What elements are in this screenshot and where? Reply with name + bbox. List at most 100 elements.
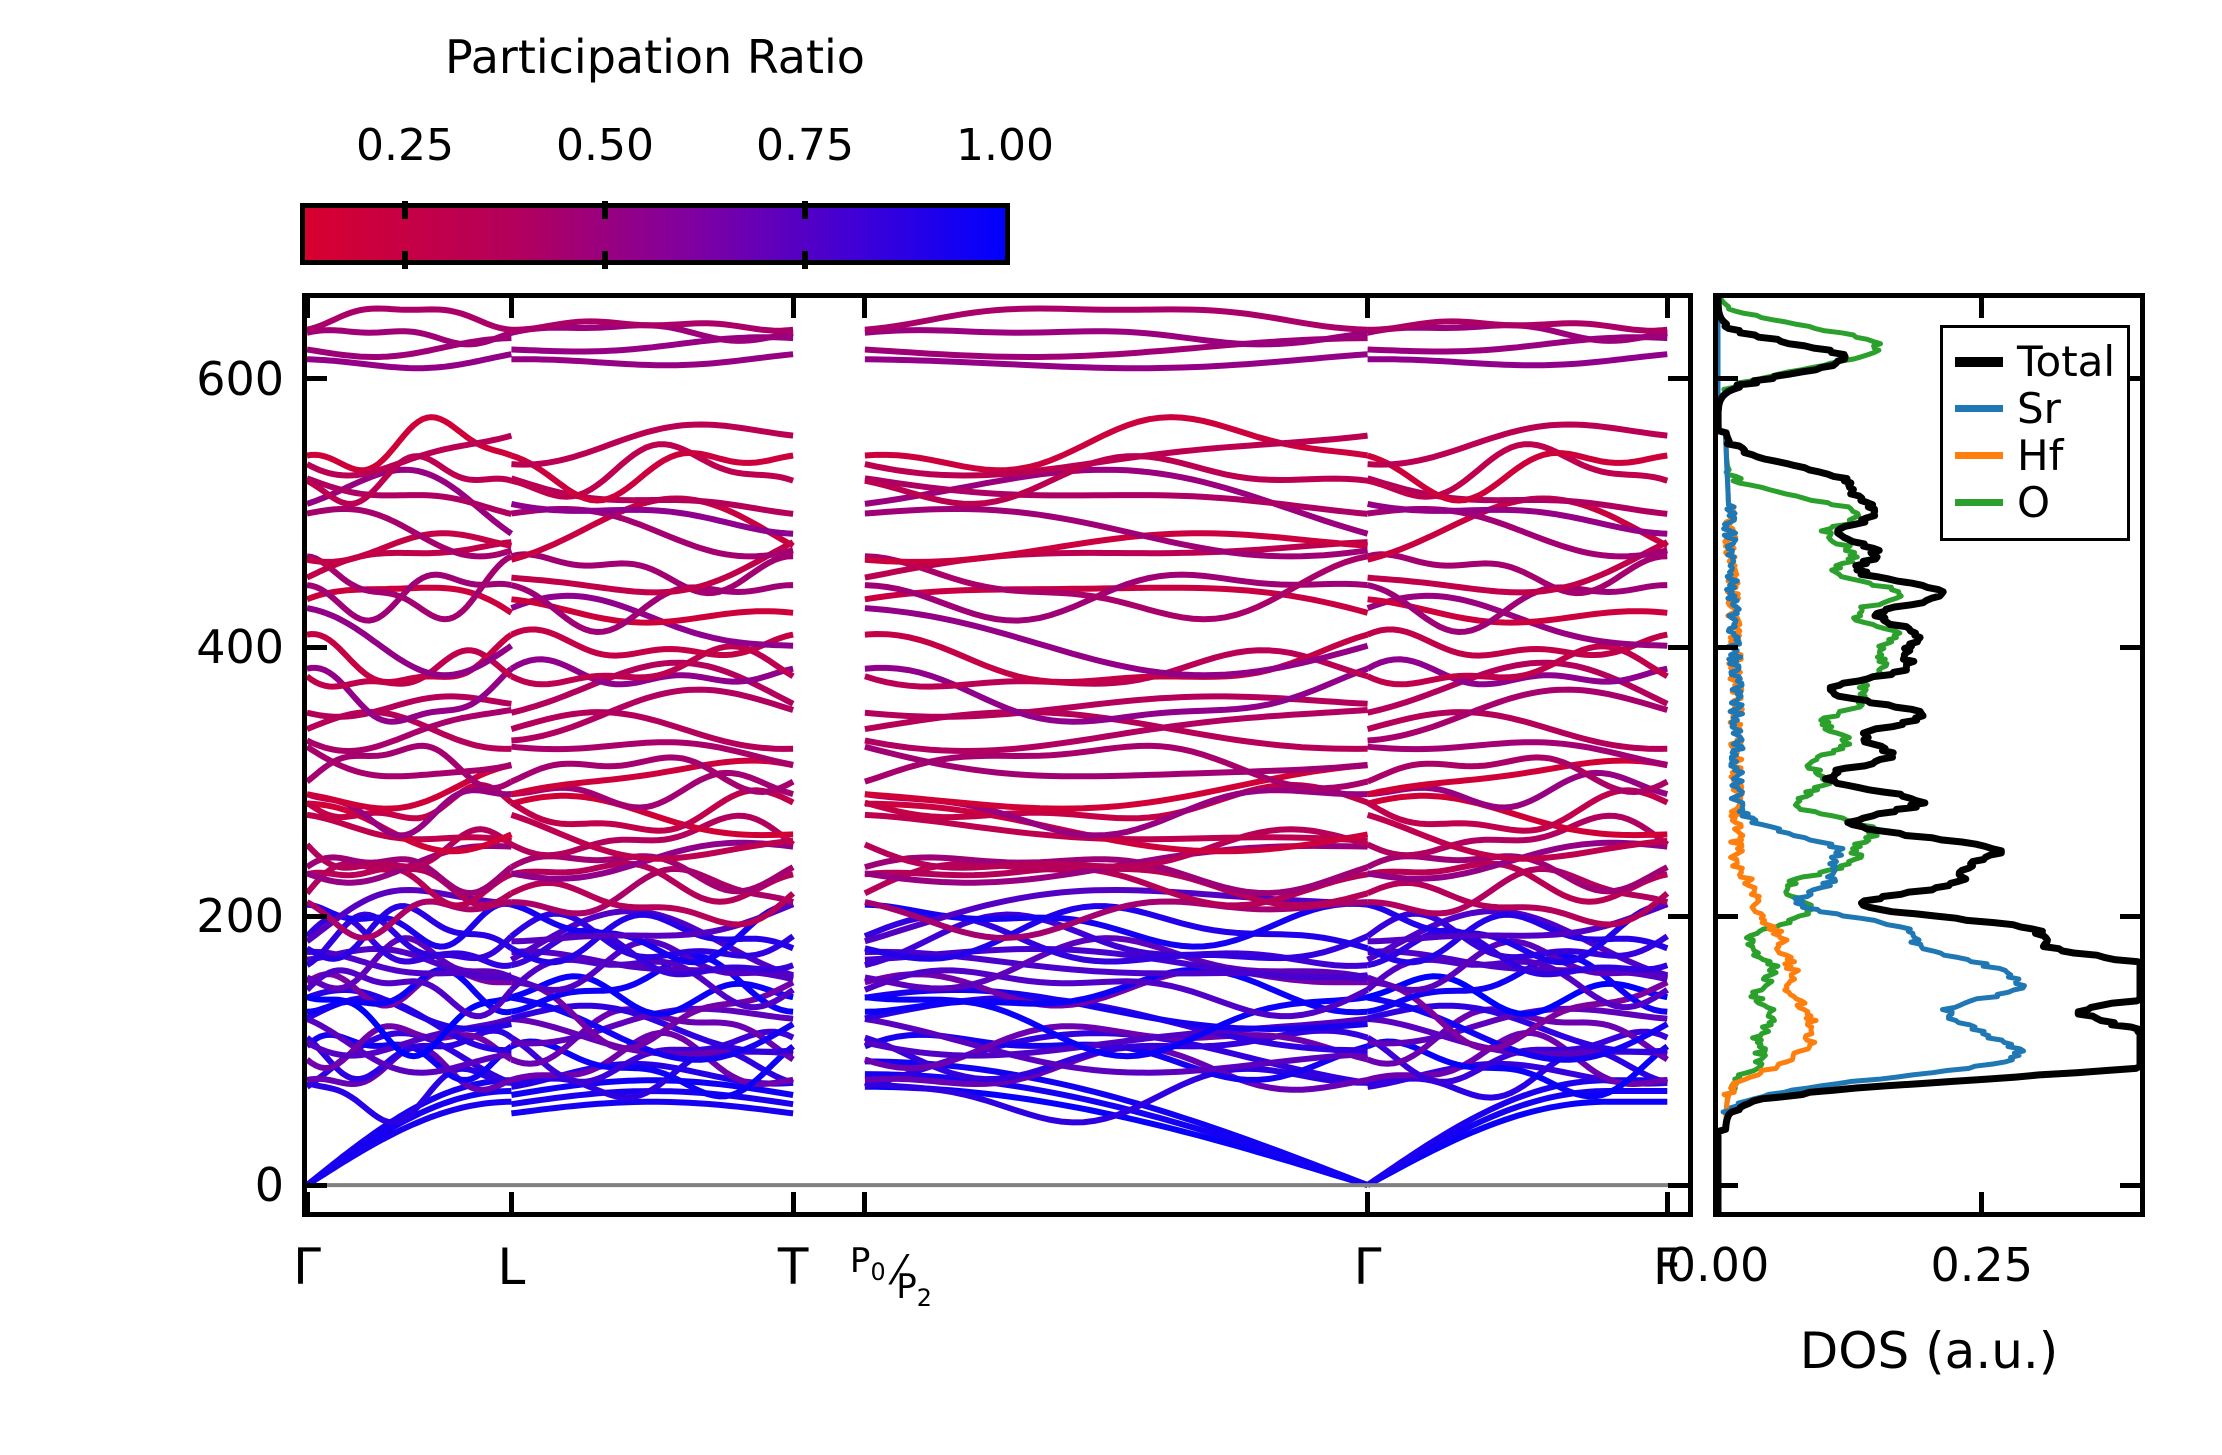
legend-label: Total (2017, 336, 2116, 386)
phonon-band-curve (307, 1016, 512, 1076)
phonon-band-curve (511, 351, 794, 369)
dos-svg (1718, 298, 2140, 1212)
colorbar-tick (402, 251, 408, 269)
phonon-band-curve (864, 1071, 1369, 1188)
phonon-band-curve (1366, 792, 1668, 839)
phonon-band-curve (1365, 1077, 1668, 1188)
phonon-band-curve (307, 647, 514, 690)
legend-item-hf: Hf (1955, 432, 2115, 479)
phonon-band-curve (864, 854, 1369, 897)
band-y-tick (1668, 913, 1688, 919)
band-x-tick (304, 1192, 310, 1212)
phonon-band-curve (1366, 659, 1669, 716)
phonon-band-curve (864, 351, 1368, 372)
phonon-band-curve (863, 826, 1369, 871)
dos-x-tick (1979, 298, 1985, 318)
colorbar-tick (602, 201, 608, 219)
phonon-band-curve (863, 742, 1369, 792)
phonon-band-curve (511, 686, 794, 744)
band-y-tick (307, 1182, 327, 1188)
phonon-band-curve (510, 659, 795, 716)
phonon-band-curve (1366, 441, 1669, 500)
phonon-band-curve (510, 441, 795, 500)
phonon-band-curve (864, 571, 1368, 624)
phonon-band-curve (1367, 351, 1668, 369)
phonon-band-curve (510, 582, 794, 636)
phonon-band-curve (307, 742, 513, 792)
phonon-band-curve (510, 475, 794, 517)
phonon-band-curve (511, 506, 794, 560)
phonon-band-curve (307, 327, 513, 348)
band-x-tick (790, 1192, 796, 1212)
dos-y-tick (2120, 913, 2140, 919)
dos-curves-area (1718, 298, 2140, 1212)
band-x-tick (1365, 298, 1371, 318)
phonon-band-curve (307, 530, 512, 565)
dos-x-tick-label: 0.25 (1930, 1238, 2033, 1292)
phonon-band-curve (864, 1058, 1369, 1188)
phonon-band-curve (510, 812, 794, 862)
colorbar-tick-label: 0.75 (756, 120, 854, 171)
phonon-band-curve (864, 743, 1368, 780)
phonon-band-curve (307, 630, 514, 686)
phonon-band-curve (1366, 860, 1668, 905)
phonon-band-curve (307, 945, 512, 981)
phonon-band-curve (510, 449, 794, 504)
phonon-band-curve (864, 475, 1368, 517)
phonon-band-curve (510, 911, 795, 966)
phonon-band-curve (307, 305, 512, 333)
phonon-band-curve (511, 739, 794, 768)
phonon-band-curve (1367, 953, 1668, 1015)
phonon-band-curve (307, 865, 513, 909)
phonon-band-curve (864, 800, 1369, 855)
phonon-band-curve (1366, 1088, 1668, 1188)
phonon-band-curve (510, 592, 794, 649)
legend-line-swatch (1955, 356, 2003, 367)
phonon-band-curve (307, 475, 513, 517)
band-y-tick (307, 376, 327, 382)
colorbar-tick (802, 251, 808, 269)
phonon-band-curve (307, 935, 513, 992)
band-curves-area (307, 298, 1688, 1212)
phonon-band-curve (1366, 879, 1670, 928)
phonon-band-curve (1367, 739, 1668, 768)
band-y-tick (307, 644, 327, 650)
phonon-band-curve (864, 707, 1368, 755)
phonon-band-curve (307, 664, 514, 725)
band-y-tick (1668, 1182, 1688, 1188)
phonon-band-curve (510, 860, 794, 905)
band-structure-plot (302, 293, 1693, 1217)
phonon-band-curve (511, 421, 794, 468)
phonon-band-curve (1366, 757, 1668, 798)
phonon-band-curve (1366, 709, 1668, 752)
legend-line-swatch (1955, 452, 2003, 459)
dos-legend: Total Sr Hf O (1940, 325, 2130, 541)
dos-x-tick (1979, 1192, 1985, 1212)
band-y-tick (1668, 644, 1688, 650)
band-x-tick-label: P0 ⁄P2 (849, 1241, 932, 1312)
phonon-band-curve (1366, 754, 1669, 796)
phonon-band-curve (864, 553, 1369, 623)
phonon-band-curve (510, 792, 794, 839)
dos-y-tick (1718, 644, 1738, 650)
phonon-band-curve (864, 647, 1369, 690)
phonon-band-curve (864, 898, 1368, 941)
colorbar-tick-label: 1.00 (956, 120, 1054, 171)
dos-x-tick (1715, 298, 1721, 318)
phonon-band-curve (864, 966, 1368, 1016)
dos-curve-o (1718, 298, 1904, 1212)
phonon-band-curve (863, 1023, 1369, 1072)
legend-label: O (2017, 477, 2051, 527)
dos-y-tick (1718, 376, 1738, 382)
band-x-tick (790, 298, 796, 318)
phonon-band-curve (1367, 686, 1669, 744)
phonon-band-curve (307, 1065, 512, 1126)
phonon-band-curve (307, 800, 513, 855)
dos-curve-total (1718, 298, 2140, 1212)
phonon-band-curve (864, 530, 1368, 565)
colorbar-tick-label: 0.50 (556, 120, 654, 171)
band-x-tick (1664, 1192, 1670, 1212)
band-x-tick (508, 298, 514, 318)
phonon-band-curve (511, 1098, 794, 1117)
